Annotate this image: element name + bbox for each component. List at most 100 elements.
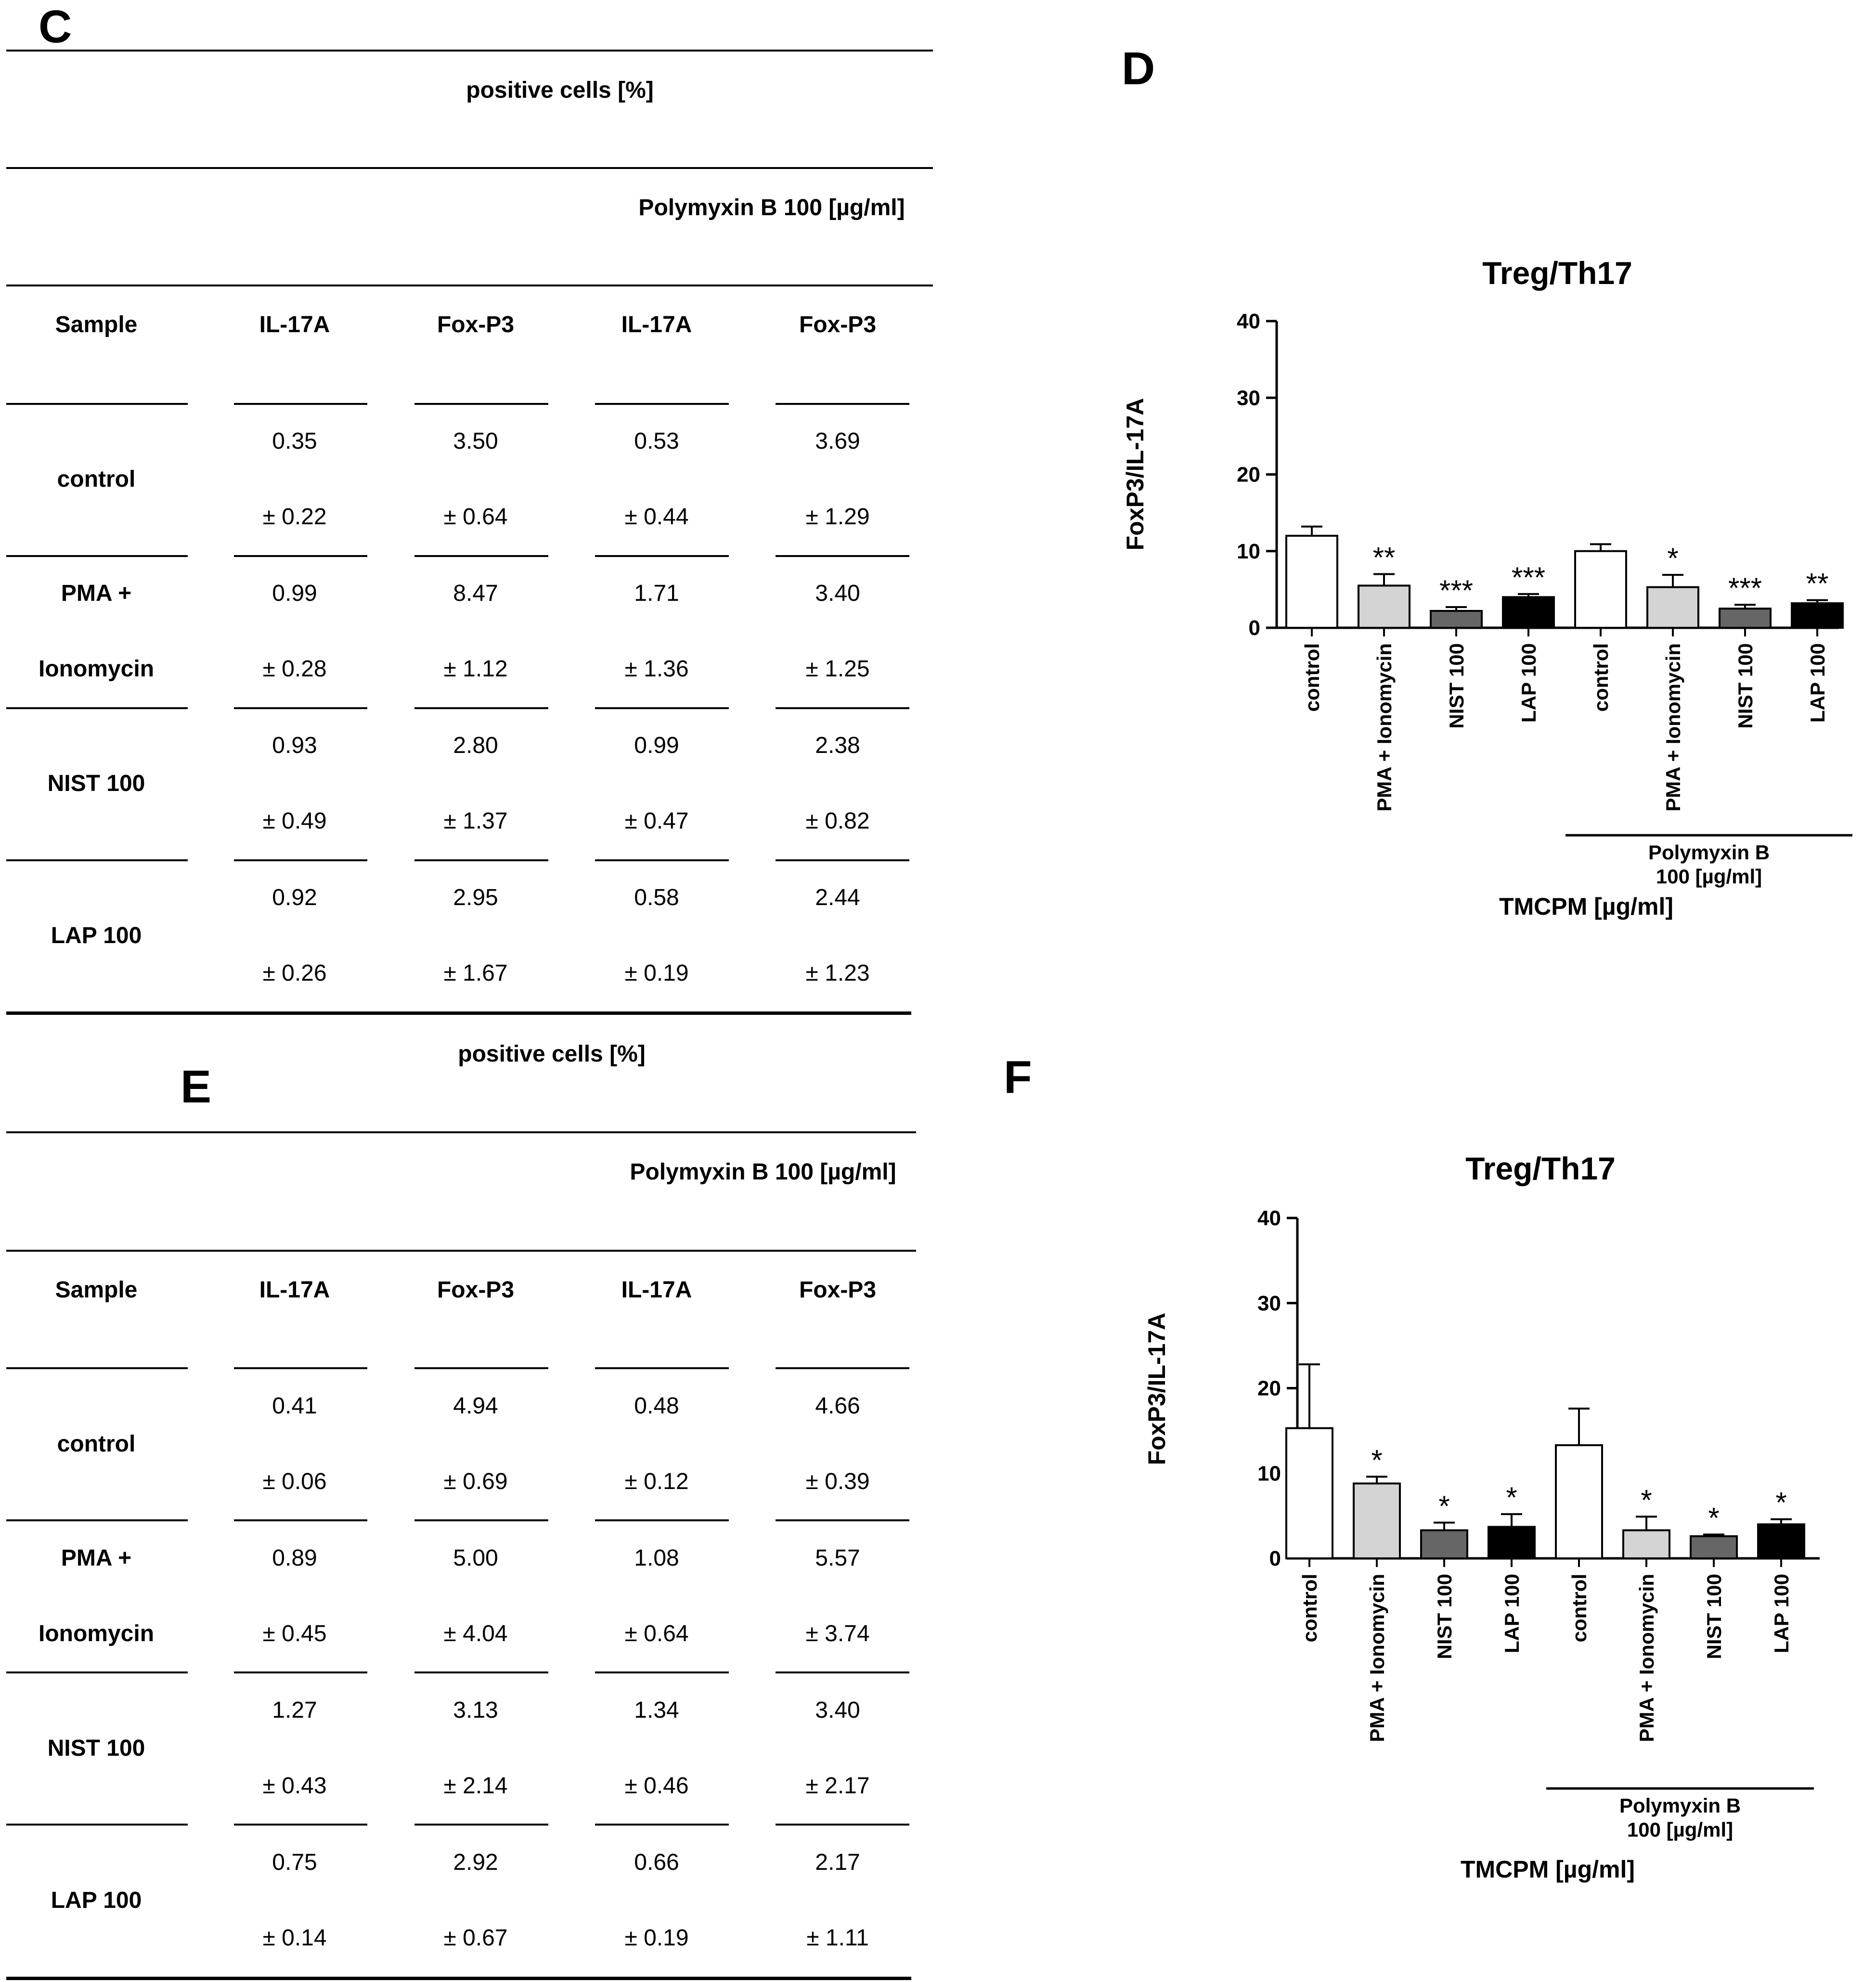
group-label: Polymyxin B (1619, 1794, 1741, 1817)
x-tick-label: control (1568, 1574, 1591, 1642)
group-label: 100 [µg/ml] (1627, 1818, 1733, 1841)
table-rule (6, 1131, 916, 1133)
panel-label-d: D (1122, 43, 1155, 94)
cell-error: ± 1.36 (624, 656, 689, 682)
bar (1690, 1535, 1738, 1559)
row-rule (776, 707, 909, 709)
cell-error: ± 1.67 (443, 960, 508, 986)
cell-error: ± 2.14 (443, 1773, 508, 1799)
bar (1719, 608, 1772, 629)
row-rule (595, 1824, 729, 1826)
row-rule (234, 1367, 367, 1369)
significance-marker: ** (1806, 568, 1829, 600)
row-sample-label: NIST 100 (47, 1735, 145, 1761)
significance-marker: * (1438, 1490, 1449, 1522)
row-sample-label: NIST 100 (47, 770, 145, 796)
table-c: positive cells [%] Polymyxin B 100 [µg/ml… (6, 0, 933, 1021)
row-rule (414, 859, 548, 861)
chart-d: Treg/Th17 0 10 20 30 40 FoxP3/IL-17A control ** P… (1122, 255, 1852, 920)
table-bottom-rule (6, 1011, 911, 1015)
bar (1353, 1482, 1401, 1560)
row-sample-label: LAP 100 (51, 922, 142, 948)
cell-value: 3.50 (453, 428, 498, 454)
cell-value: 3.40 (815, 581, 860, 606)
bar (1646, 586, 1699, 629)
header-polymyxin: Polymyxin B 100 [µg/ml] (630, 1159, 896, 1185)
cell-value: 5.57 (815, 1545, 860, 1571)
y-axis-label: FoxP3/IL-17A (1122, 398, 1149, 551)
cell-value: 1.71 (634, 581, 679, 606)
row-rule (776, 555, 909, 557)
row-rule (6, 555, 188, 557)
cell-value: 2.95 (453, 885, 498, 910)
column-header: Fox-P3 (799, 1277, 877, 1303)
x-tick-label: NIST 100 (1445, 643, 1468, 728)
x-tick-label: PMA + Ionomycin (1373, 643, 1396, 812)
x-tick-label: NIST 100 (1734, 643, 1757, 728)
cell-error: ± 0.64 (443, 504, 508, 530)
panel-label-f: F (1004, 1051, 1032, 1103)
row-rule (6, 707, 188, 709)
row-sample-label: Ionomycin (38, 656, 155, 682)
column-header: Fox-P3 (799, 312, 877, 337)
row-rule (234, 859, 367, 861)
row-rule (776, 1671, 909, 1673)
table-rule (6, 167, 933, 169)
table-rule (6, 1250, 916, 1252)
y-tick-label: 10 (1237, 540, 1260, 563)
column-header: Sample (55, 1277, 138, 1303)
cell-error: ± 0.28 (262, 656, 327, 682)
y-axis-label: FoxP3/IL-17A (1143, 1313, 1170, 1465)
significance-marker: *** (1439, 574, 1473, 607)
bar (1285, 534, 1338, 629)
cell-error: ± 0.47 (624, 808, 689, 834)
cell-value: 0.35 (272, 428, 317, 454)
x-tick-label: PMA + Ionomycin (1366, 1574, 1388, 1742)
cell-value: 0.66 (634, 1850, 679, 1875)
row-sample-label: control (57, 1431, 136, 1457)
row-sample-label: PMA + (61, 1545, 132, 1571)
row-rule (414, 1824, 548, 1826)
significance-marker: * (1775, 1487, 1786, 1519)
cell-value: 3.40 (815, 1697, 860, 1723)
cell-value: 0.75 (272, 1850, 317, 1875)
cell-value: 0.92 (272, 885, 317, 910)
cell-value: 0.48 (634, 1393, 679, 1419)
cell-value: 1.27 (272, 1697, 317, 1723)
chart-f: Treg/Th17 0 10 20 30 40 FoxP3/IL-17A control * PM… (1143, 1151, 1820, 1883)
cell-value: 8.47 (453, 581, 498, 606)
cell-value: 0.41 (272, 1393, 317, 1419)
cell-value: 4.66 (815, 1393, 860, 1419)
header-polymyxin: Polymyxin B 100 [µg/ml] (638, 195, 905, 220)
x-tick-label: LAP 100 (1806, 643, 1829, 723)
table-e: positive cells [%] Polymyxin B 100 [µg/ml… (6, 0, 933, 1982)
table-rule (6, 285, 933, 286)
cell-error: ± 0.49 (262, 808, 327, 834)
y-tick-label: 10 (1257, 1462, 1281, 1485)
y-tick-label: 40 (1257, 1206, 1281, 1230)
cell-error: ± 0.64 (624, 1621, 689, 1646)
row-rule (595, 403, 729, 405)
column-header: Fox-P3 (437, 1277, 515, 1303)
row-sample-label: Ionomycin (38, 1621, 155, 1646)
row-rule (6, 859, 188, 861)
row-rule (776, 403, 909, 405)
header-positive-cells: positive cells [%] (466, 78, 654, 103)
cell-error: ± 0.06 (262, 1469, 327, 1494)
panel-label-e: E (181, 1061, 212, 1113)
cell-error: ± 2.17 (805, 1773, 870, 1799)
row-rule (595, 555, 729, 557)
row-rule (414, 1367, 548, 1369)
bar (1430, 609, 1483, 629)
bar (1285, 1427, 1333, 1559)
cell-value: 5.00 (453, 1545, 498, 1571)
column-header: IL-17A (621, 312, 692, 337)
cell-value: 0.99 (634, 733, 679, 758)
cell-value: 0.93 (272, 733, 317, 758)
row-rule (595, 1671, 729, 1673)
cell-error: ± 1.37 (443, 808, 508, 834)
bar (1358, 584, 1410, 629)
x-tick-label: LAP 100 (1501, 1574, 1523, 1653)
row-rule (595, 1519, 729, 1521)
significance-marker: * (1506, 1481, 1517, 1514)
